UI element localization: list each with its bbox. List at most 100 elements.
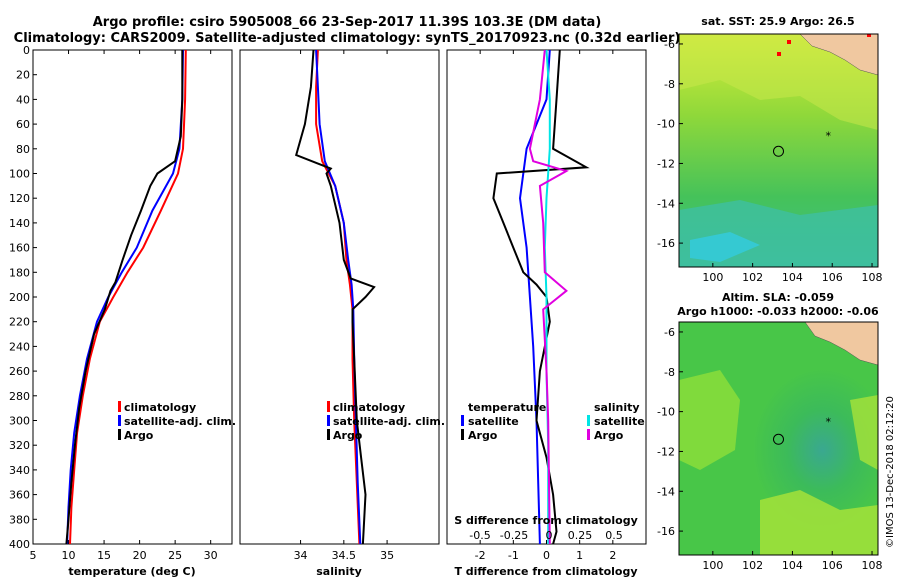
map-y-tick-label: -16: [657, 237, 675, 250]
star-marker: *: [826, 416, 832, 429]
sst-hot-pixel: [787, 40, 791, 44]
legend-label-s-satellite: satellite: [594, 415, 645, 428]
x-tick-label: 30: [204, 549, 218, 562]
sst-map: sat. SST: 25.9 Argo: 26.5 100 102 104 106 10…: [657, 15, 882, 284]
sla-map-title-2: Argo h1000: -0.033 h2000: -0.06: [677, 305, 879, 318]
sst-warm-patch: [679, 34, 878, 130]
legend-label-satellite: satellite-adj. clim.: [124, 415, 236, 428]
legend-swatch-argo: [327, 429, 330, 440]
sla-map-markers: *: [773, 416, 832, 445]
y-tick-label: 360: [9, 489, 30, 502]
legend-label-s-argo: Argo: [594, 429, 624, 442]
y-tick-label: 260: [9, 365, 30, 378]
map-x-tick-label: 108: [862, 559, 883, 572]
map-y-tick-label: -12: [657, 157, 675, 170]
argo-position-marker: [773, 145, 784, 157]
sla-high-patch: [679, 370, 740, 470]
salinity-series: [294, 49, 376, 545]
y-tick-label: 60: [16, 118, 30, 131]
x-tick-label: 20: [133, 549, 147, 562]
legend-label-t-satellite: satellite: [468, 415, 519, 428]
salinity-panel: 34 34.5 35 salinity climatology satellite-…: [294, 49, 445, 578]
sla-high-patch: [760, 490, 878, 555]
temperature-panel: 0 20 40 60 80 100 120 140 160 180 200 220 240 260 280 3…: [9, 44, 236, 578]
sst-cyan-patch: [690, 232, 760, 262]
series-line-satellite-adj-clim-: [66, 49, 184, 545]
figure-title-line1: Argo profile: csiro 5905008_66 23-Sep-20…: [93, 15, 602, 30]
sst-map-title: sat. SST: 25.9 Argo: 26.5: [701, 15, 854, 28]
sst-map-frame: [678, 33, 879, 268]
legend-title-salinity: salinity: [594, 401, 640, 414]
argo-position-marker: [773, 433, 784, 445]
legend-swatch-climatology: [118, 401, 121, 412]
temperature-axis: 5 10 15 20 25 30: [30, 50, 218, 562]
x-tick-label: 0: [543, 549, 550, 562]
y-tick-label: 220: [9, 316, 30, 329]
sst-hot-pixel: [777, 52, 781, 56]
sla-map: Altim. SLA: -0.059 Argo h1000: -0.033 h2…: [657, 291, 882, 572]
y-tick-label: 320: [9, 439, 30, 452]
y-tick-label: 300: [9, 415, 30, 428]
series-line-argo: [294, 49, 376, 545]
salinity-axis: 34 34.5 35: [294, 50, 394, 562]
map-y-tick-label: -8: [664, 366, 675, 379]
map-y-tick-label: -10: [657, 118, 675, 131]
figure-title-line2: Climatology: CARS2009. Satellite-adjuste…: [14, 31, 681, 46]
temperature-legend: climatology satellite-adj. clim. Argo: [118, 401, 236, 442]
x-tick-label: 35: [380, 549, 394, 562]
legend-swatch-satellite: [327, 415, 330, 426]
map-x-tick-label: 100: [702, 559, 723, 572]
y-tick-label: 200: [9, 291, 30, 304]
y-tick-label: 0: [23, 44, 30, 57]
s-tick-label: 0: [546, 529, 553, 542]
legend-label-t-argo: Argo: [468, 429, 498, 442]
legend-label-climatology: climatology: [333, 401, 405, 414]
map-x-tick-label: 104: [782, 271, 803, 284]
y-tick-label: 340: [9, 464, 30, 477]
land-mass: [804, 322, 878, 366]
series-line-argo: [65, 50, 184, 545]
legend-swatch-t-argo: [461, 429, 464, 440]
salinity-legend: climatology satellite-adj. clim. Argo: [327, 401, 445, 442]
x-tick-label: -1: [508, 549, 519, 562]
y-tick-label: 80: [16, 143, 30, 156]
map-x-tick-label: 100: [702, 271, 723, 284]
series-line-s-argo: [528, 49, 569, 545]
y-tick-label: 180: [9, 266, 30, 279]
legend-swatch-s-argo: [587, 429, 590, 440]
depth-axis: 0 20 40 60 80 100 120 140 160 180 200 220 240 260 280 3…: [9, 44, 37, 551]
x-tick-label: 2: [609, 549, 616, 562]
sla-high-patch: [850, 395, 878, 470]
map-y-tick-label: -16: [657, 525, 675, 538]
sla-map-axes: 100 102 104 106 108 -6 -8 -10 -12 -14 -16: [657, 326, 882, 572]
map-x-tick-label: 106: [822, 271, 843, 284]
y-tick-label: 160: [9, 242, 30, 255]
map-y-tick-label: -14: [657, 197, 675, 210]
legend-title-temperature: temperature: [468, 401, 546, 414]
y-tick-label: 400: [9, 538, 30, 551]
legend-label-argo: Argo: [333, 429, 363, 442]
difference-series: [492, 49, 590, 545]
s-tick-label: 0.5: [605, 529, 623, 542]
map-y-tick-label: -8: [664, 78, 675, 91]
difference-legend-temperature: temperature satellite Argo: [461, 401, 546, 442]
salinity-panel-frame: [239, 49, 440, 545]
temperature-xlabel: temperature (deg C): [68, 565, 195, 578]
x-tick-label: -2: [475, 549, 486, 562]
salinity-xlabel: salinity: [316, 565, 362, 578]
y-tick-label: 20: [16, 69, 30, 82]
s-difference-ticks: -0.5 -0.25 0 0.25 0.5: [469, 529, 622, 542]
legend-swatch-s-satellite: [587, 415, 590, 426]
series-line-climatology: [315, 49, 361, 545]
imos-timestamp: ©IMOS 13-Dec-2018 02:12:20: [885, 396, 896, 548]
map-x-tick-label: 104: [782, 559, 803, 572]
s-tick-label: -0.5: [469, 529, 490, 542]
map-x-tick-label: 102: [742, 559, 763, 572]
difference-legend-salinity: salinity satellite Argo: [587, 401, 645, 442]
x-tick-label: 25: [168, 549, 182, 562]
y-tick-label: 380: [9, 513, 30, 526]
series-line-satellite-adj-clim-: [315, 49, 362, 545]
series-line-t-satellite: [518, 49, 551, 545]
y-tick-label: 240: [9, 340, 30, 353]
y-tick-label: 120: [9, 192, 30, 205]
